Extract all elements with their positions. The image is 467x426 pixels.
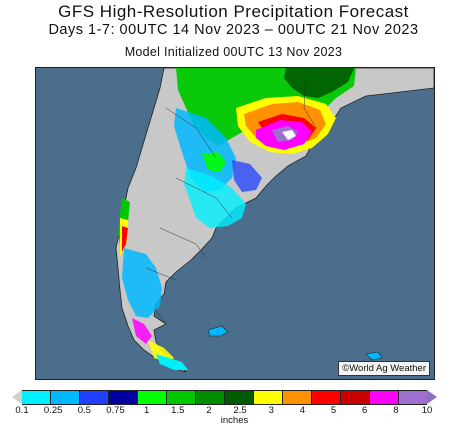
legend-swatch [399, 391, 427, 404]
legend-ticks: 0.1 0.25 0.5 0.75 1 1.5 2 2.5 3 4 5 6 8 10 [15, 405, 432, 417]
south-georgia [365, 351, 383, 361]
legend-tick-label: 1 [143, 405, 150, 416]
legend-swatch [225, 391, 254, 404]
legend-tick-label: 5 [330, 405, 337, 416]
precip-south-magenta [132, 318, 152, 344]
legend-swatch [22, 391, 51, 404]
legend-tick-label: 8 [393, 405, 399, 416]
map-credit: ©World Ag Weather [338, 361, 430, 376]
legend-tick-label: 0.75 [106, 405, 125, 416]
legend-swatch [138, 391, 167, 404]
legend-swatch [312, 391, 341, 404]
chart-title: GFS High-Resolution Precipitation Foreca… [58, 2, 409, 21]
legend-swatch [254, 391, 283, 404]
precipitation-map: ©World Ag Weather [35, 67, 435, 380]
precip-tierra-cyan [156, 354, 188, 370]
legend-color-bar [22, 390, 427, 405]
precip-patagonia-blue [122, 248, 162, 318]
legend-swatch [370, 391, 399, 404]
map-canvas [36, 68, 434, 379]
legend-arrow-low [12, 390, 22, 404]
legend-swatch [51, 391, 80, 404]
falkland-islands [207, 325, 229, 337]
legend-tick-label: 0.5 [77, 405, 91, 416]
legend-tick-label: 4 [299, 405, 306, 416]
legend-tick-label: 6 [362, 405, 368, 416]
legend-tick-label: 0.25 [43, 405, 63, 416]
legend-swatch [167, 391, 196, 404]
precip-white-core [282, 130, 296, 140]
legend-tick-label: 1.5 [171, 405, 185, 416]
precip-darkgreen-north [284, 68, 354, 98]
color-legend: 0.1 0.25 0.5 0.75 1 1.5 2 2.5 3 4 5 6 8 10 inches [12, 390, 457, 426]
legend-arrow-high [427, 390, 437, 404]
precip-chile-red [122, 226, 128, 252]
legend-swatch [80, 391, 109, 404]
legend-swatch [283, 391, 312, 404]
forecast-period: Days 1-7: 00UTC 14 Nov 2023 – 00UTC 21 N… [48, 22, 419, 38]
legend-tick-label: 2 [206, 405, 212, 416]
legend-tick-label: 2.5 [233, 405, 247, 416]
precip-green-central [202, 152, 226, 172]
legend-swatch [196, 391, 225, 404]
precip-cyan-central [184, 168, 246, 228]
legend-tick-label: 0.1 [15, 405, 29, 416]
province-borders [145, 68, 317, 325]
legend-swatch [341, 391, 370, 404]
legend-tick-label: 10 [421, 405, 433, 416]
legend-units: inches [220, 415, 249, 426]
legend-tick-label: 3 [268, 405, 274, 416]
legend-swatch [109, 391, 138, 404]
precip-blue-coast [232, 160, 262, 192]
model-init-time: Model Initialized 00UTC 13 Nov 2023 [124, 45, 343, 59]
